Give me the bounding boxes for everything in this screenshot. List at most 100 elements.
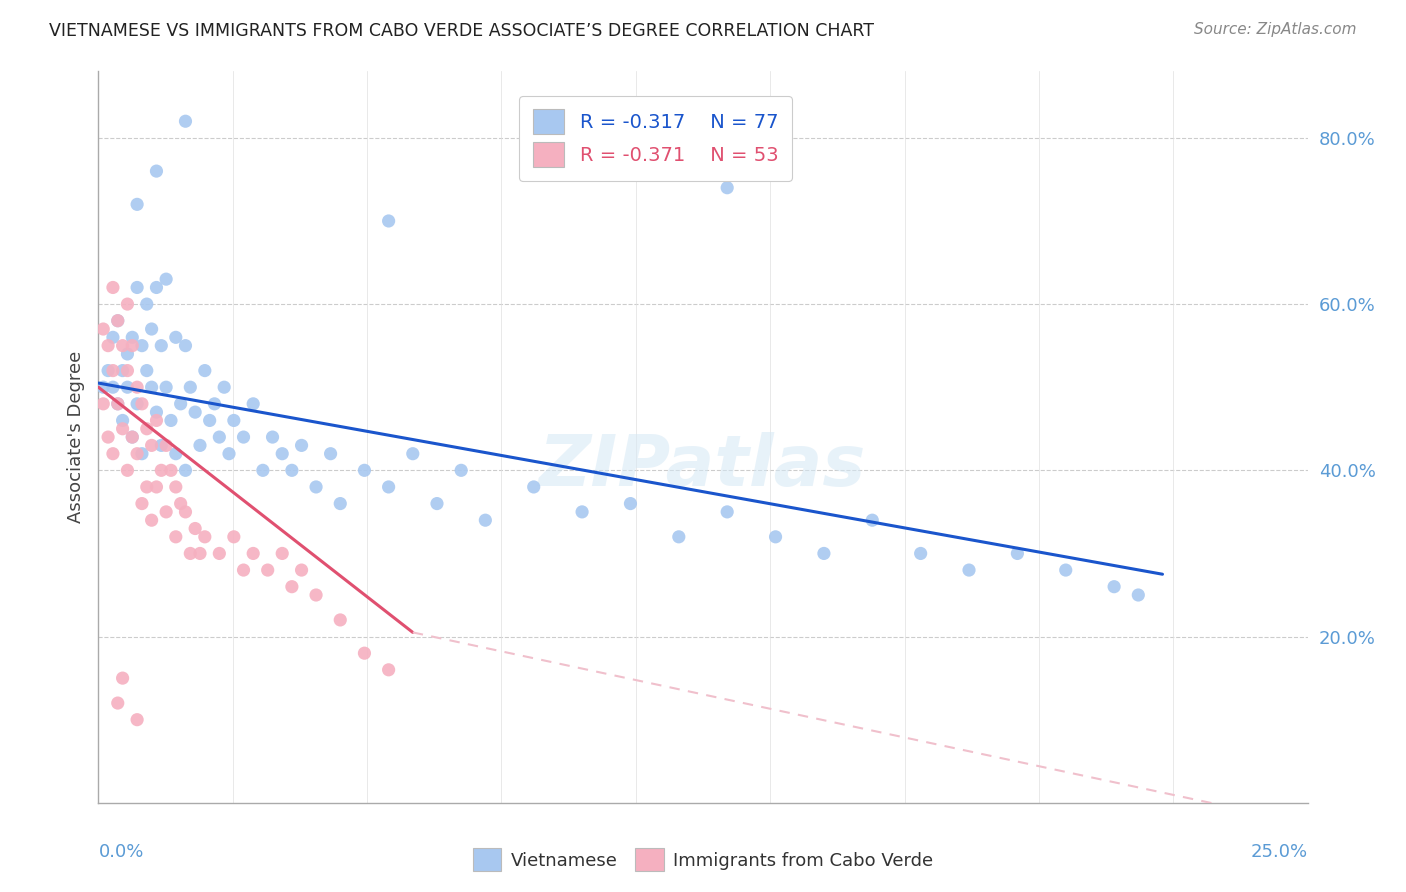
- Point: [135, 422, 157, 436]
- Point: [179, 546, 201, 560]
- Point: [155, 380, 177, 394]
- Point: [117, 363, 139, 377]
- Point: [305, 480, 328, 494]
- Point: [222, 413, 245, 427]
- Point: [290, 563, 312, 577]
- Point: [165, 447, 187, 461]
- Point: [571, 505, 593, 519]
- Y-axis label: Associate's Degree: Associate's Degree: [66, 351, 84, 524]
- Point: [271, 546, 294, 560]
- Point: [141, 322, 163, 336]
- Point: [198, 413, 221, 427]
- Point: [97, 363, 120, 377]
- Point: [111, 338, 134, 352]
- Point: [91, 380, 114, 394]
- Point: [281, 463, 304, 477]
- Text: 25.0%: 25.0%: [1250, 843, 1308, 861]
- Point: [377, 480, 399, 494]
- Point: [179, 380, 201, 394]
- Point: [101, 363, 124, 377]
- Point: [111, 363, 134, 377]
- Point: [135, 480, 157, 494]
- Point: [107, 397, 129, 411]
- Point: [155, 438, 177, 452]
- Point: [204, 397, 226, 411]
- Point: [218, 447, 240, 461]
- Legend: Vietnamese, Immigrants from Cabo Verde: Vietnamese, Immigrants from Cabo Verde: [465, 841, 941, 879]
- Point: [101, 447, 124, 461]
- Point: [107, 314, 129, 328]
- Point: [256, 563, 278, 577]
- Point: [450, 463, 472, 477]
- Point: [290, 438, 312, 452]
- Point: [145, 413, 167, 427]
- Point: [160, 463, 183, 477]
- Point: [131, 497, 153, 511]
- Point: [107, 397, 129, 411]
- Point: [145, 280, 167, 294]
- Point: [150, 463, 173, 477]
- Point: [184, 521, 207, 535]
- Point: [232, 430, 254, 444]
- Point: [111, 422, 134, 436]
- Point: [174, 463, 197, 477]
- Point: [101, 380, 124, 394]
- Point: [957, 563, 980, 577]
- Point: [174, 114, 197, 128]
- Legend: R = -0.317    N = 77, R = -0.371    N = 53: R = -0.317 N = 77, R = -0.371 N = 53: [519, 95, 792, 181]
- Point: [716, 505, 738, 519]
- Point: [145, 164, 167, 178]
- Point: [117, 380, 139, 394]
- Point: [208, 430, 231, 444]
- Point: [1007, 546, 1029, 560]
- Point: [135, 297, 157, 311]
- Point: [165, 480, 187, 494]
- Point: [121, 430, 143, 444]
- Point: [174, 338, 197, 352]
- Point: [1128, 588, 1150, 602]
- Point: [169, 497, 191, 511]
- Point: [101, 330, 124, 344]
- Point: [127, 713, 149, 727]
- Point: [523, 480, 546, 494]
- Point: [97, 338, 120, 352]
- Point: [271, 447, 294, 461]
- Point: [145, 480, 167, 494]
- Point: [165, 530, 187, 544]
- Point: [252, 463, 274, 477]
- Point: [141, 513, 163, 527]
- Text: Source: ZipAtlas.com: Source: ZipAtlas.com: [1194, 22, 1357, 37]
- Point: [194, 363, 217, 377]
- Point: [188, 546, 211, 560]
- Point: [212, 380, 235, 394]
- Point: [155, 272, 177, 286]
- Point: [127, 280, 149, 294]
- Text: ZIPatlas: ZIPatlas: [540, 432, 866, 500]
- Point: [813, 546, 835, 560]
- Point: [910, 546, 932, 560]
- Point: [141, 438, 163, 452]
- Point: [91, 397, 114, 411]
- Point: [377, 663, 399, 677]
- Point: [127, 447, 149, 461]
- Point: [242, 397, 264, 411]
- Point: [165, 330, 187, 344]
- Point: [860, 513, 883, 527]
- Point: [121, 338, 143, 352]
- Point: [329, 613, 352, 627]
- Point: [135, 363, 157, 377]
- Point: [716, 180, 738, 194]
- Point: [208, 546, 231, 560]
- Point: [319, 447, 342, 461]
- Point: [1054, 563, 1077, 577]
- Point: [262, 430, 284, 444]
- Point: [619, 497, 641, 511]
- Point: [131, 397, 153, 411]
- Point: [101, 280, 124, 294]
- Point: [131, 447, 153, 461]
- Point: [305, 588, 328, 602]
- Point: [281, 580, 304, 594]
- Point: [232, 563, 254, 577]
- Point: [107, 314, 129, 328]
- Point: [474, 513, 496, 527]
